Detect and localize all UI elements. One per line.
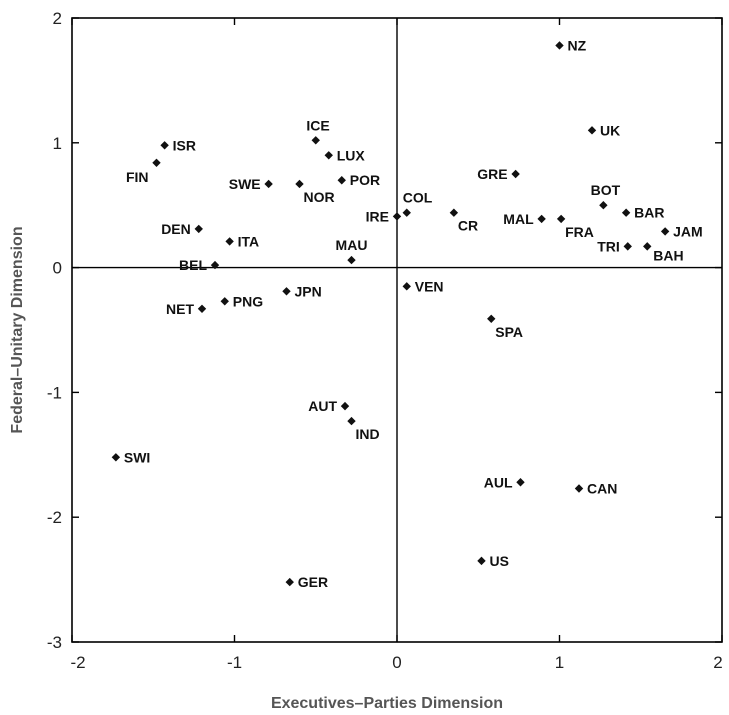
point-label-swi: SWI — [124, 449, 150, 465]
point-label-isr: ISR — [173, 137, 196, 153]
point-marker-png — [220, 297, 229, 306]
point-marker-swe — [264, 179, 273, 189]
point-label-can: CAN — [587, 480, 617, 496]
point-marker-uk — [587, 126, 597, 135]
point-label-cr: CR — [458, 218, 478, 234]
point-marker-bel — [210, 260, 220, 270]
point-label-jpn: JPN — [295, 283, 322, 299]
point-label-lux: LUX — [337, 147, 366, 163]
axis-ticks: -2 -1 0 1 2 -3 -2 -1 0 1 2 — [47, 9, 723, 672]
point-label-bot: BOT — [591, 182, 621, 198]
point-label-den: DEN — [161, 221, 191, 237]
point-marker-jam — [660, 227, 670, 236]
x-tick-label: -2 — [70, 653, 85, 672]
point-label-aul: AUL — [484, 474, 513, 490]
point-marker-nz — [555, 41, 564, 50]
point-label-ger: GER — [298, 574, 328, 590]
point-marker-ita — [225, 237, 234, 246]
point-marker-aut — [340, 401, 350, 411]
point-marker-fin — [152, 158, 161, 167]
point-label-bel: BEL — [179, 257, 207, 273]
point-label-png: PNG — [233, 293, 263, 309]
y-tick-label: 2 — [53, 9, 62, 28]
point-marker-isr — [160, 141, 169, 150]
y-tick-label: -1 — [47, 383, 62, 402]
y-tick-label: -2 — [47, 508, 62, 527]
point-label-fra: FRA — [565, 224, 594, 240]
x-tick-label: 0 — [392, 653, 401, 672]
point-marker-mal — [537, 214, 546, 224]
point-marker-bar — [621, 208, 631, 217]
point-label-nz: NZ — [568, 37, 587, 53]
point-marker-jpn — [282, 287, 291, 296]
point-label-nor: NOR — [304, 189, 335, 205]
point-marker-bah — [643, 242, 652, 251]
x-axis-title: Executives–Parties Dimension — [271, 695, 503, 712]
point-label-ita: ITA — [238, 233, 260, 249]
point-label-ven: VEN — [415, 278, 444, 294]
point-label-mal: MAL — [503, 211, 534, 227]
point-marker-aul — [516, 478, 525, 487]
point-label-por: POR — [350, 172, 380, 188]
point-marker-ire — [392, 212, 402, 221]
point-label-ind: IND — [356, 426, 380, 442]
point-label-swe: SWE — [229, 176, 261, 192]
point-label-bar: BAR — [634, 205, 664, 221]
point-marker-nor — [295, 179, 304, 189]
point-marker-lux — [324, 151, 333, 160]
x-tick-label: -1 — [227, 653, 242, 672]
point-label-uk: UK — [600, 122, 620, 138]
point-label-ire: IRE — [366, 208, 389, 224]
data-points: NZ UK ISR FIN ICE LUX SWE NOR POR GRE BOT BAR JAM COL… — [111, 37, 703, 590]
point-marker-net — [197, 304, 207, 313]
point-label-aut: AUT — [308, 398, 337, 414]
y-tick-label: 0 — [53, 259, 62, 278]
point-label-gre: GRE — [477, 166, 507, 182]
point-label-jam: JAM — [673, 223, 703, 239]
point-marker-ind — [347, 416, 356, 426]
point-marker-ven — [402, 282, 411, 291]
point-marker-tri — [623, 242, 632, 251]
x-tick-label: 2 — [713, 653, 722, 672]
y-axis-title: Federal–Unitary Dimension — [9, 226, 26, 433]
point-marker-spa — [487, 314, 496, 323]
point-marker-den — [194, 224, 203, 234]
point-marker-cr — [449, 208, 459, 217]
point-label-tri: TRI — [597, 238, 620, 254]
point-marker-swi — [111, 453, 121, 462]
point-marker-gre — [511, 169, 520, 179]
y-tick-label: 1 — [53, 134, 62, 153]
y-tick-label: -3 — [47, 633, 62, 652]
point-label-us: US — [490, 553, 509, 569]
point-label-net: NET — [166, 301, 194, 317]
point-marker-us — [477, 556, 486, 566]
point-marker-mau — [347, 255, 356, 265]
point-label-col: COL — [403, 190, 433, 206]
x-tick-label: 1 — [555, 653, 564, 672]
point-marker-col — [402, 208, 411, 217]
point-marker-por — [337, 176, 346, 185]
point-label-ice: ICE — [306, 117, 329, 133]
point-label-mau: MAU — [336, 237, 368, 253]
point-marker-fra — [556, 214, 566, 224]
point-label-spa: SPA — [495, 324, 523, 340]
point-marker-bot — [599, 201, 608, 210]
point-label-bah: BAH — [653, 247, 683, 263]
point-marker-ice — [311, 136, 320, 145]
point-label-fin: FIN — [126, 169, 149, 185]
point-marker-can — [574, 484, 584, 493]
point-marker-ger — [285, 577, 294, 587]
